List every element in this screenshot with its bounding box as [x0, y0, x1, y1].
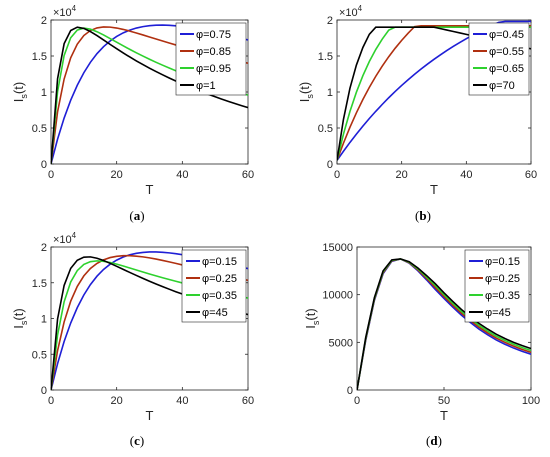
- x-tick-label: 60: [242, 395, 254, 407]
- y-tick-label: 15000: [322, 242, 353, 254]
- y-axis-label-rest: (t): [303, 308, 318, 320]
- legend: φ=0.75 φ=0.85 φ=0.95 φ=1: [175, 22, 247, 96]
- legend: φ=0.15 φ=0.25 φ=0.35 φ=45: [464, 249, 530, 323]
- y-exponent-label: ×104: [339, 4, 363, 19]
- x-tick-label: 40: [176, 395, 188, 407]
- x-axis-label: T: [146, 182, 154, 197]
- panel-caption: (d): [426, 433, 442, 448]
- y-exponent-label: ×104: [53, 231, 77, 246]
- x-tick-label: 60: [242, 169, 254, 181]
- y-tick-label: 0.5: [32, 123, 47, 135]
- x-tick-label: 20: [396, 169, 408, 181]
- panel-caption: (c): [130, 433, 144, 448]
- legend-entry: φ=0.35: [485, 290, 520, 302]
- x-tick-label: 0: [334, 169, 340, 181]
- y-tick-label: 0: [327, 159, 333, 171]
- legend-entry: φ=0.15: [485, 256, 520, 268]
- y-tick-label: 1.5: [32, 278, 47, 290]
- x-axis-label: T: [146, 408, 154, 423]
- y-tick-label: 1: [327, 87, 333, 99]
- legend-entry: φ=0.35: [202, 290, 237, 302]
- y-axis-label-subscript: s: [311, 320, 321, 325]
- legend-entry: φ=0.95: [196, 63, 231, 75]
- legend-entry: φ=0.85: [196, 46, 231, 58]
- y-tick-label: 5000: [329, 337, 353, 349]
- chart-panel-c: 0 20 40 6000.511.52×104TIs(t)φ=0.15φ=0.25φ=…: [11, 231, 254, 448]
- legend-entry: φ=0.75: [196, 29, 231, 41]
- legend-entry: φ=45: [485, 307, 511, 319]
- legend: φ=0.15 φ=0.25 φ=0.35 φ=45: [181, 249, 247, 323]
- series-line-4: [51, 26, 248, 164]
- legend-entry: φ=0.25: [202, 273, 237, 285]
- y-tick-label: 0.5: [318, 123, 333, 135]
- y-exponent-power: 4: [358, 4, 363, 13]
- y-exponent-power: 4: [72, 231, 77, 240]
- x-tick-label: 100: [522, 395, 540, 407]
- x-tick-label: 20: [111, 169, 123, 181]
- chart-panel-a: 0 20 40 6000.511.52×104TIs(t)φ=0.75φ=0.85φ=…: [11, 4, 254, 223]
- legend-entry: φ=45: [202, 307, 228, 319]
- y-axis-label-subscript: s: [305, 94, 315, 99]
- x-tick-label: 0: [354, 395, 360, 407]
- y-axis-label-rest: (t): [11, 308, 26, 320]
- legend-entry: φ=0.65: [489, 63, 524, 75]
- legend-entry: φ=0.15: [202, 256, 237, 268]
- x-tick-label: 50: [438, 395, 450, 407]
- panel-caption-letter: d: [430, 433, 438, 448]
- y-tick-label: 1: [41, 314, 47, 326]
- panel-caption: (b): [415, 208, 431, 223]
- y-tick-label: 0: [41, 385, 47, 397]
- y-axis-label: Is(t): [11, 308, 29, 328]
- y-tick-label: 2: [41, 15, 47, 27]
- x-axis-label: T: [430, 182, 438, 197]
- x-tick-label: 40: [460, 169, 472, 181]
- panel-caption-letter: b: [419, 208, 426, 223]
- x-tick-label: 0: [48, 395, 54, 407]
- legend-entry: φ=0.55: [489, 46, 524, 58]
- y-exponent-label: ×104: [53, 4, 77, 19]
- legend: φ=0.45 φ=0.55 φ=0.65 φ=70: [468, 22, 530, 96]
- legend-entry: φ=0.25: [485, 273, 520, 285]
- y-tick-label: 1: [41, 87, 47, 99]
- legend-entry: φ=1: [196, 80, 216, 92]
- series-line-1: [337, 20, 531, 161]
- y-tick-label: 2: [41, 242, 47, 254]
- y-tick-label: 1.5: [318, 51, 333, 63]
- y-tick-label: 1.5: [32, 51, 47, 63]
- chart-panel-d: 0 50 100050001000015000TIs(t)φ=0.15φ=0.25φ…: [303, 242, 540, 448]
- panel-caption: (a): [129, 208, 144, 223]
- y-tick-label: 0: [41, 159, 47, 171]
- y-axis-label: Is(t): [303, 308, 321, 328]
- panel-caption-letter: a: [134, 208, 141, 223]
- y-axis-label-subscript: s: [19, 320, 29, 325]
- x-tick-label: 20: [111, 395, 123, 407]
- y-tick-label: 0: [347, 385, 353, 397]
- y-axis-label-rest: (t): [11, 82, 26, 94]
- y-tick-label: 2: [327, 15, 333, 27]
- legend-entry: φ=70: [489, 80, 515, 92]
- x-axis-label: T: [440, 408, 448, 423]
- x-tick-label: 60: [525, 169, 537, 181]
- y-axis-label: Is(t): [297, 82, 315, 102]
- y-tick-label: 10000: [322, 290, 353, 302]
- y-axis-label: Is(t): [11, 82, 29, 102]
- x-tick-label: 0: [48, 169, 54, 181]
- x-tick-label: 40: [176, 169, 188, 181]
- series-line-4: [357, 258, 531, 390]
- legend-entry: φ=0.45: [489, 29, 524, 41]
- chart-panel-b: 0 20 40 6000.511.52×104TIs(t)φ=0.45φ=0.55φ=…: [297, 4, 537, 223]
- y-axis-label-subscript: s: [19, 94, 29, 99]
- y-axis-label-rest: (t): [297, 82, 312, 94]
- panel-caption-letter: c: [134, 433, 140, 448]
- y-exponent-power: 4: [72, 4, 77, 13]
- y-tick-label: 0.5: [32, 349, 47, 361]
